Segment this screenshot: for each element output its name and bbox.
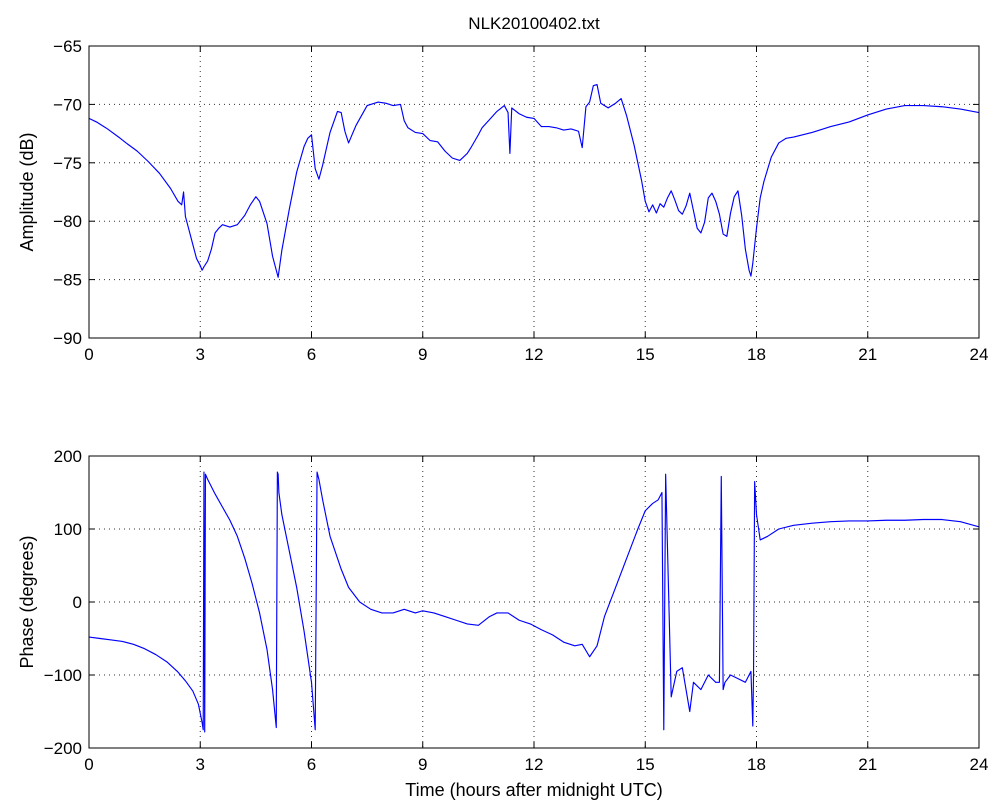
x-tick-label: 6 xyxy=(307,755,316,774)
x-tick-label: 0 xyxy=(84,755,93,774)
y-tick-label: −70 xyxy=(53,95,82,114)
y-tick-label: −90 xyxy=(53,329,82,348)
x-axis-label: Time (hours after midnight UTC) xyxy=(405,780,662,800)
x-tick-label: 21 xyxy=(858,345,877,364)
amplitude-series-line xyxy=(89,83,979,278)
y-tick-label: 100 xyxy=(54,520,82,539)
x-tick-label: 24 xyxy=(970,755,989,774)
y-tick-label: −100 xyxy=(44,666,82,685)
phase-series-line xyxy=(89,471,979,733)
x-tick-label: 9 xyxy=(418,755,427,774)
chart-title: NLK20100402.txt xyxy=(468,14,600,33)
x-tick-label: 9 xyxy=(418,345,427,364)
y-tick-label: 200 xyxy=(54,447,82,466)
y-tick-label: −85 xyxy=(53,271,82,290)
y-tick-label: −65 xyxy=(53,37,82,56)
x-tick-label: 15 xyxy=(636,345,655,364)
x-tick-label: 18 xyxy=(747,345,766,364)
x-tick-label: 3 xyxy=(196,755,205,774)
phase-panel: 0 3 6 9 12 15 18 21 24 200 100 0 −100 −200 Time (hours… xyxy=(17,447,988,800)
x-tick-label: 0 xyxy=(84,345,93,364)
x-tick-label: 12 xyxy=(525,755,544,774)
x-tick-label: 21 xyxy=(858,755,877,774)
x-tick-label: 18 xyxy=(747,755,766,774)
y-tick-label: −80 xyxy=(53,212,82,231)
y-tick-label: −75 xyxy=(53,154,82,173)
y-axis-label: Phase (degrees) xyxy=(17,535,37,668)
x-tick-label: 15 xyxy=(636,755,655,774)
y-tick-label: 0 xyxy=(73,593,82,612)
x-tick-label: 24 xyxy=(970,345,989,364)
x-tick-label: 6 xyxy=(307,345,316,364)
y-axis-label: Amplitude (dB) xyxy=(17,132,37,251)
x-tick-label: 3 xyxy=(196,345,205,364)
amplitude-panel: 0 3 6 9 12 15 18 21 24 −65 −70 −75 −80 −85 −90 NLK20100… xyxy=(17,14,988,364)
y-tick-label: −200 xyxy=(44,739,82,758)
x-tick-label: 12 xyxy=(525,345,544,364)
